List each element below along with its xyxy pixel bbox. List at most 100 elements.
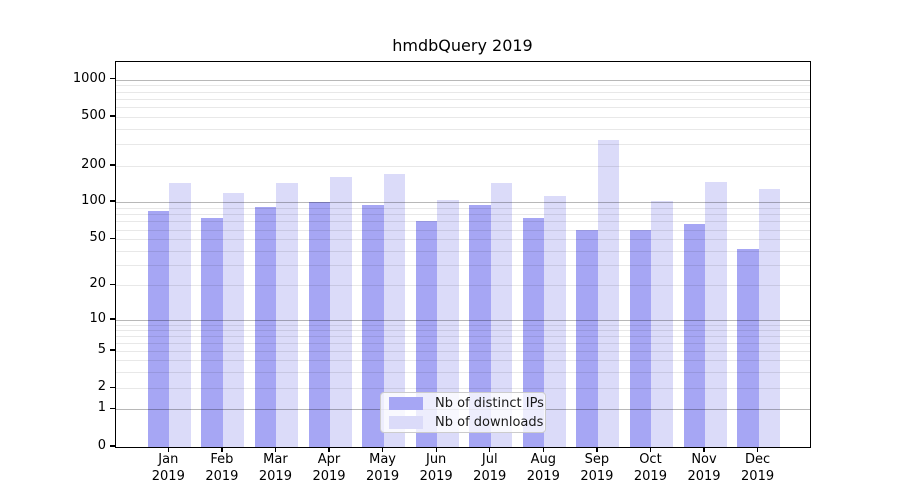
gridline-70 <box>116 221 810 223</box>
x-tick-mark <box>274 447 277 452</box>
bar-distinct-ips-nov <box>683 223 705 447</box>
gridline-2 <box>116 388 810 390</box>
bar-distinct-ips-apr <box>308 202 330 447</box>
gridline-300 <box>116 144 810 146</box>
x-tick-label-nov: Nov 2019 <box>687 452 721 484</box>
gridline-3 <box>116 371 810 373</box>
legend-row-distinct-ips: Nb of distinct IPs <box>389 396 544 411</box>
x-tick-label-feb: Feb 2019 <box>205 452 239 484</box>
gridline-40 <box>116 250 810 252</box>
bar-distinct-ips-aug <box>522 217 545 447</box>
bar-downloads-feb <box>222 192 245 447</box>
legend: Nb of distinct IPs Nb of downloads <box>380 392 546 433</box>
gridline-10 <box>116 320 810 321</box>
legend-label-downloads: Nb of downloads <box>435 414 544 430</box>
y-tick-label-1000: 1000 <box>72 70 106 86</box>
y-tick-label-1: 1 <box>97 400 106 416</box>
plot-area <box>115 61 811 448</box>
x-tick-label-jan: Jan 2019 <box>151 452 185 484</box>
gridline-700 <box>116 98 810 100</box>
x-tick-label-dec: Dec 2019 <box>741 452 775 484</box>
gridline-1000 <box>116 79 810 81</box>
gridline-20 <box>116 285 810 287</box>
x-tick-mark <box>381 447 384 452</box>
gridline-400 <box>116 128 810 130</box>
gridline-6 <box>116 342 810 344</box>
y-tick-label-20: 20 <box>89 276 106 292</box>
gridline-90 <box>116 207 810 209</box>
bar-distinct-ips-oct <box>629 230 652 447</box>
gridline-30 <box>116 265 810 267</box>
bar-downloads-mar <box>276 182 298 447</box>
bar-distinct-ips-mar <box>254 207 277 447</box>
x-tick-mark <box>542 447 544 452</box>
bar-downloads-jul <box>490 183 513 447</box>
legend-row-downloads: Nb of downloads <box>389 415 543 430</box>
x-tick-label-may: May 2019 <box>366 452 400 484</box>
gridline-5 <box>116 351 810 352</box>
x-tick-label-jun: Jun 2019 <box>419 452 453 484</box>
gridline-9 <box>116 324 810 326</box>
y-tick-mark <box>110 445 115 447</box>
gridline-4 <box>116 360 810 362</box>
y-tick-mark <box>110 164 115 166</box>
x-tick-mark <box>221 447 223 452</box>
legend-label-distinct-ips: Nb of distinct IPs <box>435 395 544 411</box>
y-tick-label-500: 500 <box>81 108 106 123</box>
y-tick-mark <box>110 318 115 320</box>
bar-downloads-oct <box>651 200 673 447</box>
bar-distinct-ips-may <box>362 205 384 447</box>
y-tick-label-5: 5 <box>97 342 106 357</box>
y-tick-label-10: 10 <box>89 311 106 326</box>
x-tick-mark <box>328 447 330 452</box>
bar-downloads-jan <box>169 183 191 447</box>
y-tick-mark <box>110 200 115 202</box>
bar-distinct-ips-jul <box>469 205 491 447</box>
x-tick-mark <box>489 447 491 452</box>
gridline-600 <box>116 107 810 109</box>
gridline-60 <box>116 229 810 231</box>
legend-swatch-downloads <box>389 415 423 429</box>
gridline-800 <box>116 91 810 93</box>
y-tick-mark <box>110 115 115 117</box>
y-tick-mark <box>110 77 115 80</box>
x-tick-mark <box>435 447 437 452</box>
y-tick-mark <box>110 349 115 351</box>
gridline-500 <box>116 117 810 118</box>
gridline-50 <box>116 239 810 241</box>
bar-downloads-nov <box>705 181 727 447</box>
bar-distinct-ips-sep <box>576 230 598 447</box>
bar-downloads-jun <box>437 199 459 447</box>
x-tick-mark <box>649 447 652 452</box>
bar-downloads-sep <box>597 140 620 447</box>
gridline-100 <box>116 202 810 203</box>
x-tick-mark <box>756 447 759 452</box>
bar-distinct-ips-dec <box>737 249 759 447</box>
chart-title: hmdbQuery 2019 <box>392 36 533 55</box>
x-tick-label-sep: Sep 2019 <box>580 452 614 484</box>
gridline-80 <box>116 214 810 216</box>
bar-downloads-may <box>383 173 406 447</box>
bar-distinct-ips-jun <box>415 221 438 447</box>
gridline-200 <box>116 166 810 167</box>
bar-distinct-ips-jan <box>147 210 170 447</box>
y-tick-label-100: 100 <box>81 193 106 208</box>
x-tick-mark <box>596 447 598 452</box>
y-tick-mark <box>110 407 115 409</box>
gridline-8 <box>116 329 810 331</box>
bar-distinct-ips-feb <box>201 218 223 447</box>
legend-swatch-distinct-ips <box>389 396 423 410</box>
bar-downloads-apr <box>330 176 352 447</box>
y-tick-label-0: 0 <box>97 438 106 453</box>
y-tick-mark <box>110 386 115 388</box>
y-tick-label-2: 2 <box>97 379 106 395</box>
y-tick-mark <box>110 237 115 240</box>
gridline-900 <box>116 85 810 87</box>
x-tick-label-aug: Aug 2019 <box>526 452 560 484</box>
y-tick-mark <box>110 283 115 286</box>
x-tick-mark <box>167 447 169 452</box>
gridline-7 <box>116 335 810 337</box>
x-tick-label-oct: Oct 2019 <box>633 452 667 484</box>
y-tick-label-50: 50 <box>89 230 106 246</box>
